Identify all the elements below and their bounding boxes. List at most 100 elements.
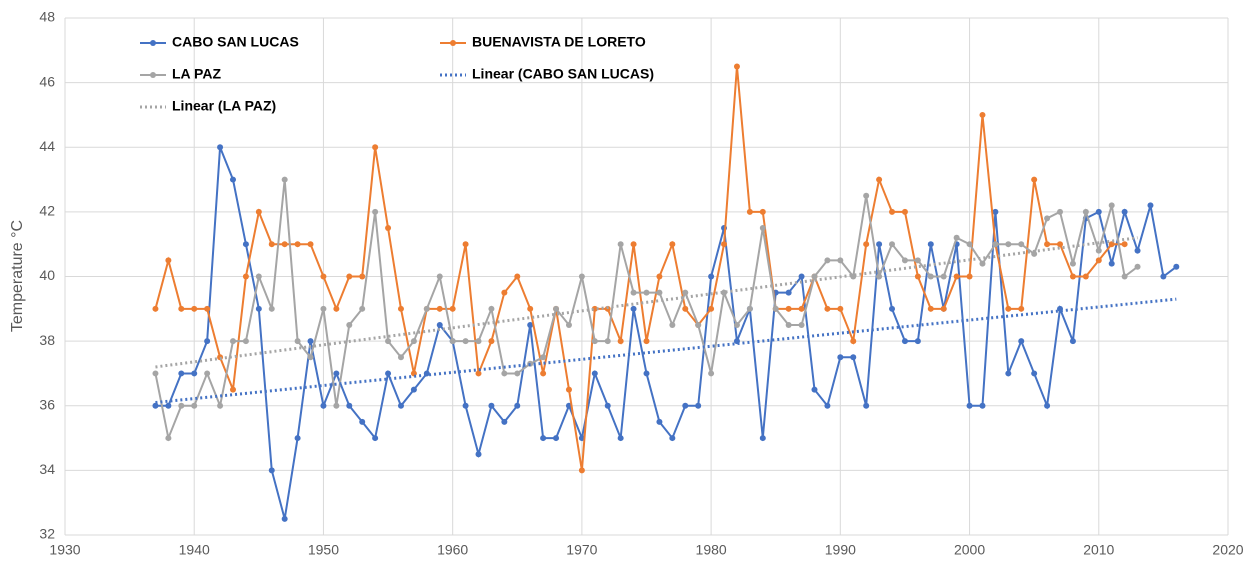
point	[1044, 402, 1051, 409]
point	[1044, 241, 1051, 248]
point	[733, 321, 740, 328]
point	[604, 402, 611, 409]
point	[229, 176, 236, 183]
point	[294, 241, 301, 248]
point	[927, 241, 934, 248]
point	[1044, 215, 1051, 222]
point	[578, 273, 585, 280]
point	[785, 321, 792, 328]
point	[901, 338, 908, 345]
point	[268, 241, 275, 248]
point	[824, 305, 831, 312]
point	[229, 338, 236, 345]
point	[307, 338, 314, 345]
point	[565, 321, 572, 328]
point	[695, 321, 702, 328]
point	[242, 273, 249, 280]
point	[1069, 260, 1076, 267]
x-tick-label: 1930	[49, 542, 80, 558]
point	[191, 370, 198, 377]
point	[165, 435, 172, 442]
point	[708, 305, 715, 312]
point	[630, 241, 637, 248]
point	[1121, 208, 1128, 215]
legend-label: LA PAZ	[172, 66, 221, 82]
x-tick-label: 1970	[566, 542, 597, 558]
point	[953, 234, 960, 241]
point	[346, 402, 353, 409]
point	[914, 273, 921, 280]
point	[708, 370, 715, 377]
point	[733, 63, 740, 70]
point	[475, 338, 482, 345]
point	[1121, 241, 1128, 248]
point	[397, 402, 404, 409]
point	[656, 273, 663, 280]
point	[475, 370, 482, 377]
point	[1005, 370, 1012, 377]
point	[617, 435, 624, 442]
point	[979, 402, 986, 409]
point	[553, 435, 560, 442]
point	[1108, 202, 1115, 209]
x-tick-label: 2010	[1083, 542, 1114, 558]
point	[294, 338, 301, 345]
point	[1147, 202, 1154, 209]
point	[501, 418, 508, 425]
point	[811, 273, 818, 280]
point	[527, 321, 534, 328]
point	[514, 273, 521, 280]
point	[359, 418, 366, 425]
point	[372, 144, 379, 151]
point	[940, 305, 947, 312]
point	[346, 321, 353, 328]
point	[578, 467, 585, 474]
point	[1069, 273, 1076, 280]
point	[824, 257, 831, 264]
point	[889, 208, 896, 215]
point	[1134, 263, 1141, 270]
point	[1005, 305, 1012, 312]
point	[901, 257, 908, 264]
x-tick-label: 1990	[825, 542, 856, 558]
point	[436, 305, 443, 312]
legend-marker	[150, 72, 156, 78]
point	[1031, 176, 1038, 183]
point	[591, 370, 598, 377]
point	[204, 370, 211, 377]
point	[449, 338, 456, 345]
point	[863, 241, 870, 248]
point	[462, 241, 469, 248]
point	[333, 370, 340, 377]
point	[966, 241, 973, 248]
point	[436, 321, 443, 328]
point	[914, 338, 921, 345]
point	[746, 208, 753, 215]
point	[759, 435, 766, 442]
point	[488, 338, 495, 345]
y-tick-label: 36	[39, 396, 55, 412]
point	[540, 435, 547, 442]
legend-label: Linear (CABO SAN LUCAS)	[472, 66, 654, 82]
point	[708, 273, 715, 280]
point	[643, 289, 650, 296]
point	[604, 338, 611, 345]
point	[850, 354, 857, 361]
point	[268, 467, 275, 474]
point	[217, 402, 224, 409]
point	[1005, 241, 1012, 248]
point	[178, 402, 185, 409]
y-tick-label: 34	[39, 461, 55, 477]
point	[656, 418, 663, 425]
point	[876, 273, 883, 280]
point	[346, 273, 353, 280]
point	[191, 402, 198, 409]
point	[359, 305, 366, 312]
point	[876, 176, 883, 183]
point	[914, 257, 921, 264]
point	[617, 241, 624, 248]
point	[824, 402, 831, 409]
point	[423, 305, 430, 312]
